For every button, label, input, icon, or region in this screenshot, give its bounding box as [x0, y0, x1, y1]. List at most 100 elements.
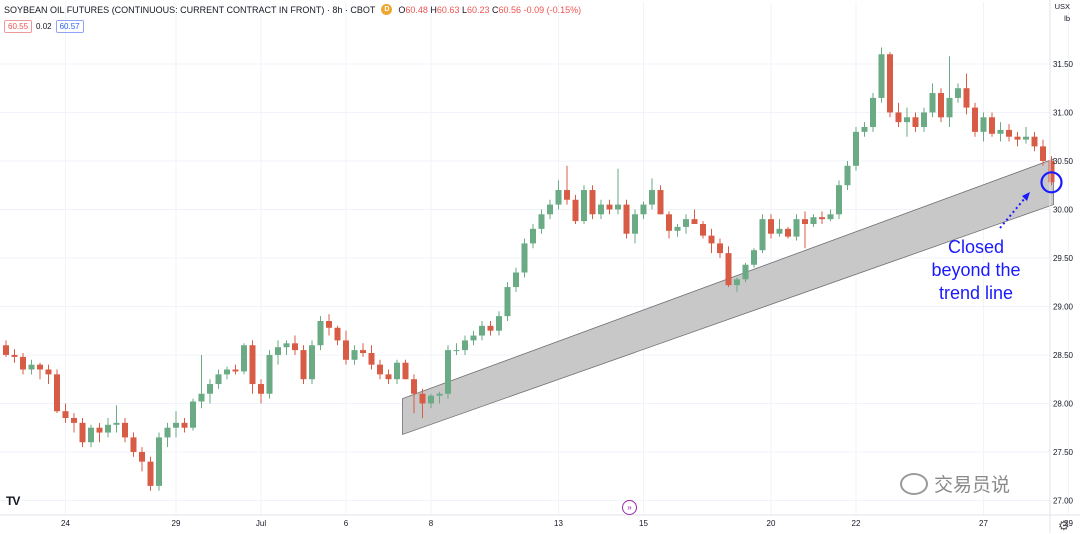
goto-realtime-icon[interactable]: »	[622, 500, 637, 515]
x-tick-label: 29	[1064, 519, 1073, 528]
candle-body	[96, 427, 103, 433]
candle-body	[113, 422, 120, 425]
candle-body	[938, 93, 944, 118]
highlight-circle-icon	[1040, 171, 1063, 194]
candle-body	[564, 190, 570, 200]
candle-body	[819, 217, 825, 220]
x-tick-label: 6	[344, 519, 349, 528]
annotation-line-3: trend line	[938, 283, 1014, 303]
candle-body	[555, 190, 562, 205]
x-tick-label: 24	[61, 519, 70, 528]
candle-body	[861, 127, 868, 132]
currency-label[interactable]: USX	[1054, 2, 1070, 11]
x-tick-label: 8	[429, 519, 434, 528]
candle-body	[368, 353, 375, 365]
candle-body	[606, 204, 613, 210]
candle-body	[190, 401, 196, 428]
candle-body	[504, 287, 511, 317]
x-tick-label: 22	[852, 519, 861, 528]
candle-body	[130, 437, 137, 452]
candle-body	[895, 112, 902, 123]
candle-body	[122, 422, 128, 438]
candle-body	[292, 343, 298, 351]
candle-body	[870, 97, 876, 127]
high-value: 60.63	[436, 4, 460, 15]
watermark: 交易员说	[900, 470, 1010, 497]
candle-body	[1006, 129, 1012, 137]
settings-gear-icon[interactable]: ⚙	[1058, 518, 1070, 533]
candle-body	[139, 451, 145, 462]
unit-label: lb	[1064, 14, 1070, 23]
candle-body	[776, 228, 783, 234]
y-tick-label: 30.50	[1053, 157, 1074, 166]
candle-body	[54, 374, 60, 412]
candle-body	[572, 199, 579, 222]
candle-body	[445, 350, 451, 394]
candle-body	[334, 327, 341, 341]
candle-body	[1040, 146, 1046, 161]
candle-body	[989, 117, 995, 134]
y-tick-label: 28.00	[1053, 399, 1074, 408]
candle-body	[785, 228, 791, 237]
candle-body	[1023, 136, 1029, 140]
y-tick-label: 29.50	[1053, 254, 1074, 263]
candle-body	[326, 321, 332, 328]
candle-body	[275, 347, 281, 355]
annotation-line-1: Closed	[947, 237, 1005, 257]
candle-body	[1031, 136, 1038, 147]
candle-body	[71, 418, 77, 423]
candle-body	[530, 228, 536, 244]
candle-body	[232, 369, 239, 372]
symbol-title[interactable]: SOYBEAN OIL FUTURES (CONTINUOUS: CURRENT…	[4, 4, 376, 15]
candle-body	[283, 343, 290, 348]
sell-button[interactable]: 60.55	[4, 20, 33, 33]
candle-body	[615, 204, 621, 210]
candle-body	[266, 354, 273, 394]
candle-body	[912, 117, 919, 127]
y-tick-label: 31.00	[1053, 108, 1074, 117]
candle-body	[105, 424, 111, 433]
candle-body	[45, 369, 52, 375]
buy-button[interactable]: 60.57	[55, 20, 84, 33]
candle-body	[11, 354, 18, 357]
candle-body	[377, 364, 383, 375]
candle-body	[878, 54, 885, 98]
close-value: 60.56	[498, 4, 522, 15]
candle-body	[708, 235, 715, 244]
annotation-line-2: beyond the	[931, 260, 1021, 280]
candle-body	[632, 214, 638, 234]
candle-body	[28, 364, 35, 370]
candle-body	[496, 316, 502, 331]
candle-body	[198, 393, 205, 402]
candle-body	[810, 217, 817, 224]
chart-header: SOYBEAN OIL FUTURES (CONTINUOUS: CURRENT…	[4, 4, 581, 15]
candle-body	[411, 379, 417, 394]
candle-body	[300, 350, 307, 380]
candle-body	[759, 219, 766, 251]
candle-body	[972, 107, 978, 132]
candle-body	[598, 204, 604, 215]
candle-body	[853, 131, 859, 166]
low-value: 60.23	[466, 4, 490, 15]
candle-body	[249, 345, 256, 385]
candle-body	[929, 93, 936, 113]
y-tick-label: 27.50	[1053, 448, 1074, 457]
candle-body	[955, 88, 961, 98]
candle-body	[453, 350, 460, 352]
candle-body	[904, 117, 910, 123]
y-tick-label: 31.50	[1053, 60, 1074, 69]
candle-body	[470, 335, 477, 341]
tradingview-logo-icon[interactable]: TV	[6, 494, 20, 508]
x-tick-label: 20	[767, 519, 776, 528]
candle-body	[173, 422, 179, 428]
y-tick-label: 27.00	[1053, 496, 1074, 505]
candle-body	[547, 204, 553, 215]
candle-body	[734, 279, 740, 286]
candle-body	[164, 427, 171, 438]
candle-body	[215, 374, 222, 385]
candle-body	[657, 190, 664, 215]
candle-body	[683, 219, 689, 227]
candle-body	[360, 350, 366, 354]
